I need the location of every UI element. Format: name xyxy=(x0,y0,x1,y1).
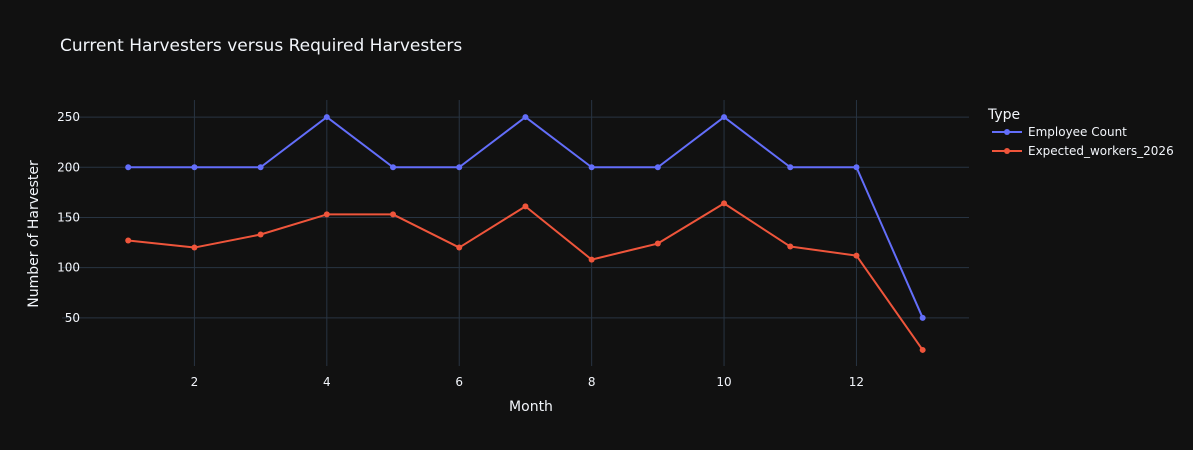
data-point xyxy=(522,114,529,121)
data-point xyxy=(456,164,463,171)
legend-items: Employee Count Expected_workers_2026 xyxy=(992,125,1174,158)
y-tick-label: 200 xyxy=(57,160,80,174)
data-point xyxy=(456,244,463,251)
data-point xyxy=(257,231,264,238)
tick-labels: 2 4 6 8 10 12 50 100 150 200 250 xyxy=(57,110,864,389)
data-point xyxy=(390,164,397,171)
legend-label: Employee Count xyxy=(1028,125,1127,139)
data-point xyxy=(323,114,330,121)
data-point xyxy=(191,244,198,251)
data-point xyxy=(721,114,728,121)
y-tick-label: 250 xyxy=(57,110,80,124)
data-point xyxy=(919,346,926,353)
data-point xyxy=(919,314,926,321)
legend-swatch-marker xyxy=(1004,129,1010,135)
data-point xyxy=(522,203,529,210)
y-tick-label: 100 xyxy=(57,261,80,275)
x-tick-label: 8 xyxy=(588,375,596,389)
data-point xyxy=(721,200,728,207)
x-tick-label: 6 xyxy=(455,375,463,389)
data-point xyxy=(588,164,595,171)
x-axis-title: Month xyxy=(509,399,553,415)
legend-item[interactable]: Employee Count xyxy=(992,125,1127,139)
series-1 xyxy=(125,114,926,321)
data-point xyxy=(654,240,661,247)
data-point xyxy=(787,243,794,250)
data-point xyxy=(654,164,661,171)
legend-swatch-marker xyxy=(1004,148,1010,154)
x-tick-label: 12 xyxy=(849,375,864,389)
x-tick-label: 4 xyxy=(323,375,331,389)
data-point xyxy=(125,237,132,244)
data-point xyxy=(588,256,595,263)
legend-label: Expected_workers_2026 xyxy=(1028,144,1174,158)
x-tick-label: 10 xyxy=(716,375,731,389)
x-tick-label: 2 xyxy=(191,375,199,389)
y-tick-label: 50 xyxy=(65,311,80,325)
data-point xyxy=(787,164,794,171)
data-point xyxy=(390,211,397,218)
data-point xyxy=(257,164,264,171)
data-point xyxy=(191,164,198,171)
data-point xyxy=(853,164,860,171)
data-point xyxy=(853,252,860,259)
series-layer xyxy=(125,114,926,353)
chart-title: Current Harvesters versus Required Harve… xyxy=(60,36,462,56)
data-point xyxy=(323,211,330,218)
y-tick-label: 150 xyxy=(57,210,80,224)
legend: Type Employee Count Expected_workers_2026 xyxy=(987,107,1174,158)
series-2 xyxy=(125,200,926,353)
data-point xyxy=(125,164,132,171)
legend-title: Type xyxy=(987,107,1020,123)
legend-item[interactable]: Expected_workers_2026 xyxy=(992,144,1174,158)
y-axis-title: Number of Harvester xyxy=(26,160,42,308)
